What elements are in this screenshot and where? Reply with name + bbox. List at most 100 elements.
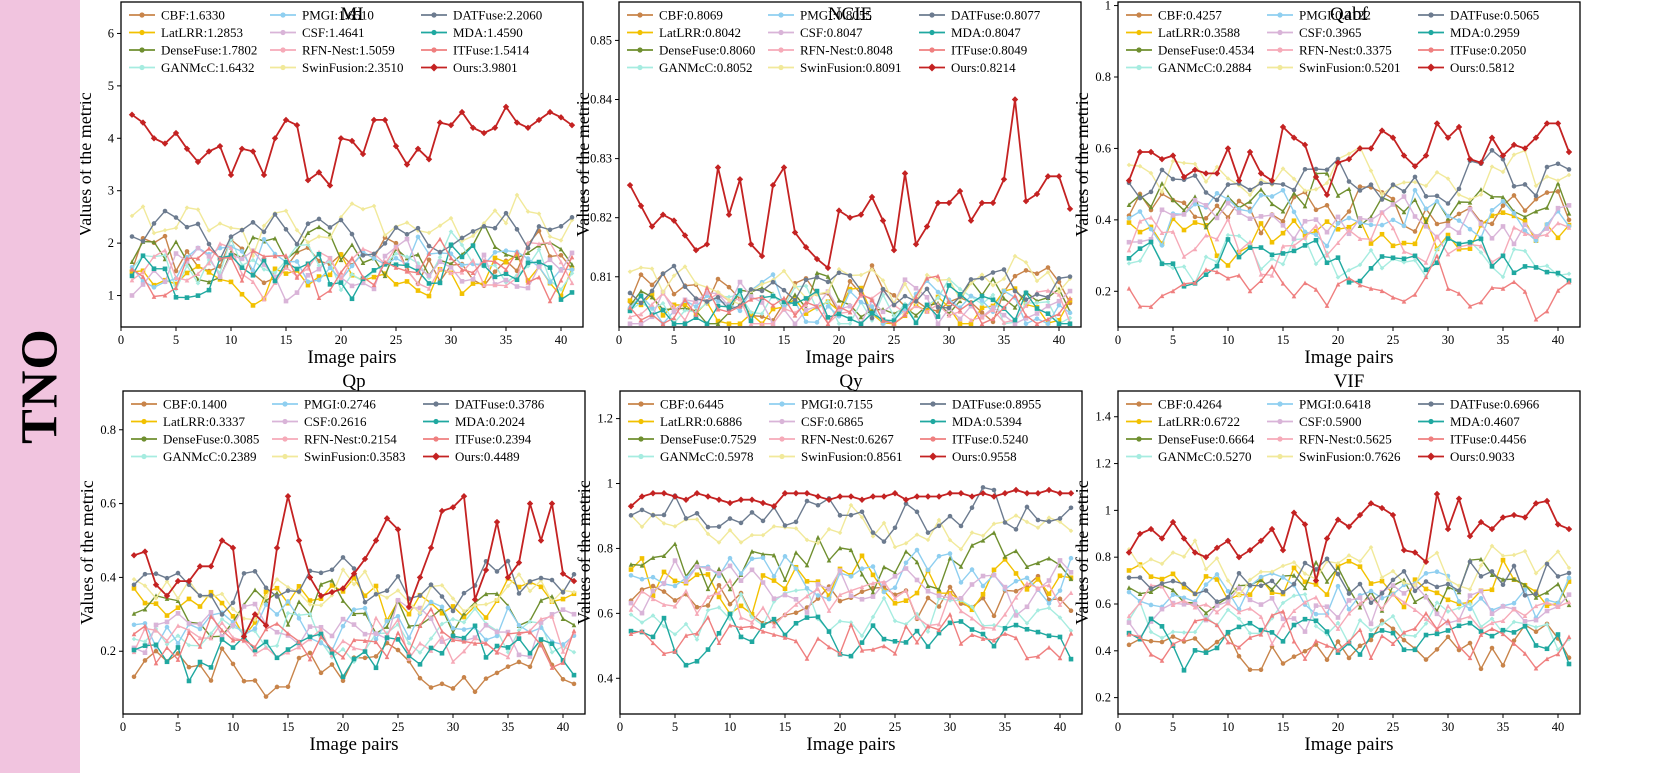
data-point-cbf (162, 233, 168, 239)
data-point-mda (694, 658, 700, 664)
data-point-itfuse (514, 249, 520, 255)
data-point-pmgi (1013, 578, 1019, 584)
data-point-itfuse (1236, 644, 1242, 650)
data-point-swinfusion (936, 517, 942, 523)
data-point-mda (979, 293, 985, 299)
data-point-itfuse (881, 643, 887, 649)
data-point-mda (957, 291, 963, 297)
data-point-mda (371, 268, 377, 273)
data-point-ours (1136, 148, 1144, 156)
data-point-rfn-nest (1522, 231, 1528, 236)
data-point-mda (1046, 633, 1052, 639)
data-point-ganmcc (837, 618, 843, 624)
data-point-csf (219, 634, 225, 639)
legend-marker (1277, 418, 1283, 425)
data-point-csf (1533, 617, 1539, 623)
data-point-ours (792, 490, 800, 497)
data-point-cbf (1148, 638, 1154, 644)
data-point-mda (1247, 620, 1253, 626)
data-point-mda (494, 643, 500, 649)
data-point-pmgi (1225, 197, 1231, 202)
data-point-densefuse (715, 321, 721, 327)
data-point-csf (1214, 603, 1220, 608)
y-tick-label: 5 (108, 79, 114, 93)
data-point-pmgi (1067, 310, 1073, 316)
data-point-latlrr (1057, 573, 1063, 579)
data-point-ganmcc (250, 257, 256, 263)
data-point-ganmcc (628, 612, 634, 617)
data-point-ganmcc (393, 251, 399, 256)
data-point-datfuse (639, 507, 645, 513)
data-point-swinfusion (1313, 187, 1319, 192)
data-point-cbf (1258, 230, 1264, 236)
data-point-latlrr (1247, 592, 1253, 597)
data-point-swinfusion (1068, 528, 1074, 534)
data-point-csf (1302, 629, 1308, 634)
data-point-ours (1565, 525, 1573, 533)
data-point-csf (1001, 312, 1007, 318)
data-point-csf (804, 610, 810, 615)
legend-label: DenseFuse:0.7529 (660, 432, 756, 447)
data-point-ours (759, 499, 767, 507)
data-point-datfuse (140, 238, 146, 244)
data-point-csf (1456, 230, 1462, 235)
data-point-pmgi (1456, 218, 1462, 223)
data-point-itfuse (1148, 304, 1154, 309)
data-point-ganmcc (1412, 258, 1418, 263)
data-point-latlrr (782, 586, 788, 592)
data-point-datfuse (671, 263, 677, 269)
data-point-rfn-nest (1555, 604, 1561, 609)
data-point-ganmcc (957, 286, 963, 292)
data-point-latlrr (770, 306, 776, 312)
data-point-mda (693, 315, 699, 321)
data-point-pmgi (1181, 595, 1187, 601)
data-point-mda (560, 657, 566, 663)
data-point-csf (1056, 298, 1062, 304)
data-point-itfuse (1068, 630, 1074, 636)
data-point-itfuse (792, 313, 798, 318)
data-point-datfuse (913, 299, 919, 304)
data-point-csf (1269, 596, 1275, 601)
data-point-densefuse (1566, 211, 1572, 216)
data-point-densefuse (1544, 205, 1550, 210)
y-tick-label: 0.8 (597, 541, 613, 555)
data-point-datfuse (373, 592, 379, 597)
x-tick-label: 40 (1552, 333, 1565, 347)
data-point-ours (403, 161, 411, 168)
data-point-datfuse (814, 274, 820, 280)
data-point-csf (1522, 222, 1528, 228)
data-point-swinfusion (1035, 525, 1041, 531)
data-point-ours (1565, 148, 1573, 156)
data-point-densefuse (558, 246, 564, 252)
data-point-datfuse (1258, 181, 1264, 186)
data-point-csf (880, 309, 886, 315)
legend-label: LatLRR:0.3588 (1158, 25, 1240, 40)
data-point-pmgi (1434, 199, 1440, 204)
data-point-mda (1192, 648, 1198, 653)
legend-marker (1428, 418, 1434, 425)
data-point-mda (825, 315, 831, 320)
data-point-ganmcc (184, 263, 190, 268)
data-point-mda (715, 303, 721, 309)
legend-marker (1277, 401, 1283, 407)
data-point-datfuse (164, 575, 170, 581)
data-point-ours (703, 241, 711, 248)
data-point-csf (848, 593, 854, 599)
data-point-latlrr (858, 285, 864, 291)
data-point-mda (195, 293, 201, 298)
data-point-ours (262, 622, 270, 629)
data-point-mda (261, 257, 267, 263)
data-point-itfuse (1456, 643, 1462, 649)
data-point-itfuse (1302, 280, 1308, 286)
data-point-ours (482, 566, 490, 574)
data-point-csf (1566, 592, 1572, 597)
data-point-datfuse (206, 241, 212, 247)
data-point-pmgi (1225, 588, 1231, 594)
legend-marker (929, 29, 935, 36)
legend-marker (139, 12, 145, 18)
data-point-ours (414, 145, 422, 152)
data-point-swinfusion (1247, 192, 1253, 198)
data-point-csf (360, 280, 366, 286)
data-point-densefuse (142, 606, 148, 612)
data-point-swinfusion (1236, 593, 1242, 598)
